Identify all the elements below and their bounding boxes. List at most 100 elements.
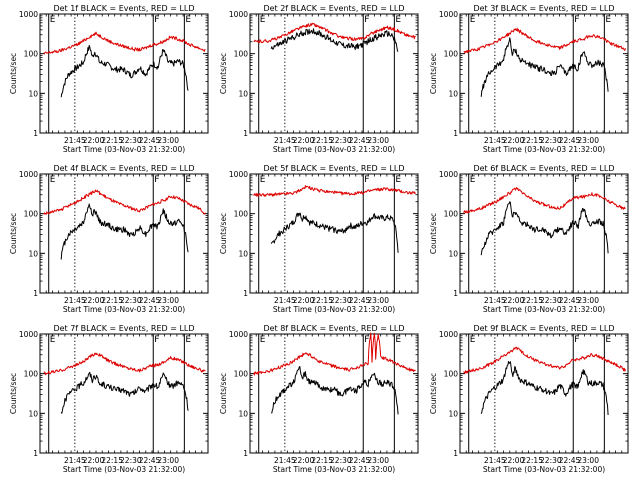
x-tick-label: 23:00	[367, 296, 389, 305]
flag-label: E	[185, 335, 191, 345]
y-tick-label: 100	[234, 370, 249, 379]
flag-label: F	[364, 335, 369, 345]
x-tick-label: 21:45	[274, 136, 296, 145]
panel-title: Det 4f BLACK = Events, RED = LLD	[53, 164, 194, 173]
flag-label: F	[154, 15, 159, 25]
lld-series-line	[253, 332, 416, 376]
y-tick-label: 1	[33, 289, 38, 298]
detector-panel-7: Det 7f BLACK = Events, RED = LLD 1 10 100 10…	[9, 324, 209, 474]
y-axis-label: Counts/sec	[9, 213, 18, 254]
x-tick-label: 22:45	[139, 136, 161, 145]
x-tick-label: 23:00	[367, 456, 389, 465]
x-tick-label: 22:00	[83, 456, 105, 465]
x-axis-label: Start Time (03-Nov-03 21:32:00)	[63, 465, 185, 474]
y-axis-label: Counts/sec	[429, 213, 438, 254]
y-tick-label: 1000	[229, 170, 248, 179]
detector-panel-4: Det 4f BLACK = Events, RED = LLD 1 10 100 10…	[9, 164, 209, 314]
x-tick-label: 23:00	[157, 456, 179, 465]
y-axis-label: Counts/sec	[9, 373, 18, 414]
panel-title: Det 3f BLACK = Events, RED = LLD	[473, 4, 614, 13]
lld-series-line	[253, 22, 416, 44]
x-tick-label: 21:45	[484, 456, 506, 465]
x-tick-label: 22:45	[139, 456, 161, 465]
x-tick-label: 22:00	[293, 456, 315, 465]
x-tick-label: 22:00	[293, 136, 315, 145]
x-tick-label: 23:00	[577, 136, 599, 145]
flag-label: E	[50, 15, 56, 25]
x-tick-label: 22:30	[330, 296, 352, 305]
x-axis-label: Start Time (03-Nov-03 21:32:00)	[483, 305, 605, 314]
y-axis-label: Counts/sec	[429, 373, 438, 414]
y-tick-label: 10	[238, 89, 248, 98]
x-tick-label: 22:00	[503, 456, 525, 465]
x-tick-label: 21:45	[274, 456, 296, 465]
y-axis-label: Counts/sec	[429, 53, 438, 94]
flag-label: F	[364, 175, 369, 185]
x-tick-label: 22:00	[83, 136, 105, 145]
x-tick-label: 22:45	[559, 296, 581, 305]
y-tick-label: 10	[448, 89, 458, 98]
flag-label: E	[605, 335, 611, 345]
x-tick-label: 22:30	[540, 136, 562, 145]
y-tick-label: 10	[28, 409, 38, 418]
y-tick-label: 1	[453, 129, 458, 138]
x-tick-label: 22:15	[101, 456, 123, 465]
detector-panel-3: Det 3f BLACK = Events, RED = LLD 1 10 100 10…	[429, 4, 629, 154]
lld-series-line	[253, 185, 416, 197]
x-axis-label: Start Time (03-Nov-03 21:32:00)	[273, 305, 395, 314]
lld-series-line	[43, 31, 206, 55]
x-tick-label: 22:15	[311, 456, 333, 465]
flag-label: F	[364, 15, 369, 25]
x-tick-label: 21:45	[64, 136, 86, 145]
flag-label: E	[395, 335, 401, 345]
flag-label: E	[470, 175, 476, 185]
y-axis-label: Counts/sec	[219, 213, 228, 254]
detector-panel-9: Det 9f BLACK = Events, RED = LLD 1 10 100 10…	[429, 324, 629, 474]
y-tick-label: 1	[453, 449, 458, 458]
y-tick-label: 100	[234, 50, 249, 59]
x-tick-label: 23:00	[367, 136, 389, 145]
events-series-line	[480, 361, 609, 416]
x-tick-label: 21:45	[64, 456, 86, 465]
y-tick-label: 1	[243, 449, 248, 458]
x-tick-label: 22:45	[349, 136, 371, 145]
flag-label: E	[605, 175, 611, 185]
y-tick-label: 1000	[19, 170, 38, 179]
x-tick-label: 22:15	[521, 296, 543, 305]
panel-title: Det 9f BLACK = Events, RED = LLD	[473, 324, 614, 333]
events-series-line	[271, 366, 399, 415]
y-tick-label: 10	[448, 249, 458, 258]
x-tick-label: 23:00	[157, 296, 179, 305]
events-series-line	[60, 371, 189, 414]
plot-frame	[249, 333, 419, 454]
plot-frame	[459, 13, 629, 134]
events-series-line	[270, 212, 399, 253]
x-tick-label: 22:30	[330, 136, 352, 145]
flag-label: E	[50, 335, 56, 345]
x-tick-label: 22:45	[139, 296, 161, 305]
x-axis-label: Start Time (03-Nov-03 21:32:00)	[483, 465, 605, 474]
plot-frame	[459, 173, 629, 294]
plot-frame	[249, 173, 419, 294]
plot-frame	[39, 13, 209, 134]
x-tick-label: 22:15	[521, 456, 543, 465]
x-tick-label: 22:15	[101, 136, 123, 145]
x-tick-label: 22:00	[293, 296, 315, 305]
y-tick-label: 1	[33, 449, 38, 458]
plot-frame	[249, 13, 419, 134]
x-tick-label: 22:30	[120, 456, 142, 465]
x-tick-label: 22:30	[540, 456, 562, 465]
lld-series-line	[463, 27, 626, 54]
y-tick-label: 1	[33, 129, 38, 138]
y-tick-label: 1	[453, 289, 458, 298]
y-tick-label: 100	[24, 50, 39, 59]
panel-title: Det 6f BLACK = Events, RED = LLD	[473, 164, 614, 173]
y-tick-label: 100	[234, 210, 249, 219]
lld-series-line	[463, 187, 626, 214]
x-tick-label: 22:15	[311, 296, 333, 305]
plot-frame	[39, 333, 209, 454]
flag-label: E	[470, 335, 476, 345]
x-tick-label: 22:30	[330, 456, 352, 465]
y-tick-label: 100	[24, 210, 39, 219]
plot-frame	[459, 333, 629, 454]
